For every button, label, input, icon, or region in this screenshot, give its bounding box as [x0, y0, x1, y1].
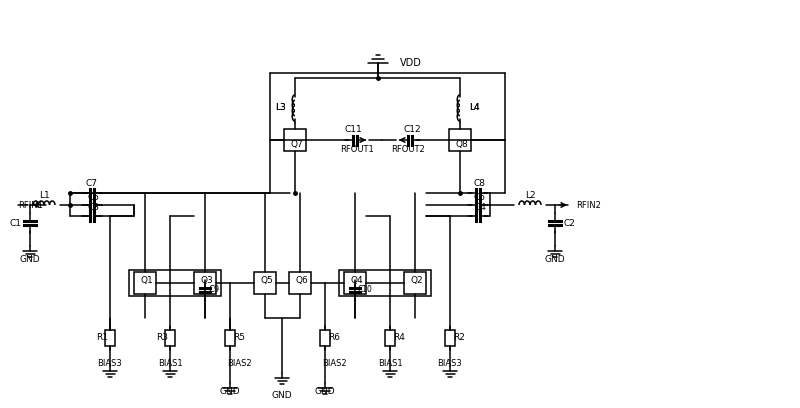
Text: RFIN2: RFIN2 — [576, 200, 601, 209]
Bar — [129, 270, 221, 296]
Bar — [344, 272, 366, 294]
Text: R4: R4 — [393, 333, 405, 342]
Text: R1: R1 — [96, 333, 108, 342]
Text: VDD: VDD — [400, 58, 422, 68]
Text: BIAS3: BIAS3 — [438, 359, 462, 368]
Bar — [284, 129, 306, 151]
Text: BIAS1: BIAS1 — [158, 359, 182, 368]
Text: L4: L4 — [469, 104, 479, 113]
Text: GND: GND — [545, 255, 566, 264]
Text: C8: C8 — [474, 180, 486, 188]
Text: RFIN1: RFIN1 — [18, 200, 43, 209]
Bar — [134, 272, 156, 294]
Text: C11: C11 — [344, 126, 362, 135]
Text: R3: R3 — [156, 333, 168, 342]
Text: Q2: Q2 — [410, 277, 423, 286]
Text: L4: L4 — [469, 104, 479, 113]
Bar — [339, 270, 431, 296]
Bar — [225, 330, 235, 346]
Text: Q7: Q7 — [290, 140, 303, 149]
Text: R6: R6 — [328, 333, 340, 342]
Text: Q4: Q4 — [350, 277, 363, 286]
Bar — [385, 330, 395, 346]
Text: C2: C2 — [563, 219, 575, 228]
Text: BIAS2: BIAS2 — [226, 359, 251, 368]
Text: BIAS1: BIAS1 — [378, 359, 402, 368]
Text: C6: C6 — [474, 193, 486, 202]
Text: C4: C4 — [474, 204, 486, 213]
Text: L3: L3 — [276, 104, 286, 113]
Text: L2: L2 — [525, 191, 535, 200]
Text: C3: C3 — [88, 204, 100, 213]
Text: Q3: Q3 — [201, 277, 214, 286]
Text: C9: C9 — [209, 286, 219, 295]
Text: Q1: Q1 — [141, 277, 154, 286]
Bar — [445, 330, 455, 346]
Text: C10: C10 — [358, 286, 373, 295]
Text: C12: C12 — [403, 126, 421, 135]
Bar — [404, 272, 426, 294]
Text: L3: L3 — [276, 104, 286, 113]
Text: RFOUT1: RFOUT1 — [340, 146, 374, 155]
Bar — [254, 272, 276, 294]
Text: C7: C7 — [86, 180, 98, 188]
Text: GND: GND — [314, 386, 335, 395]
Bar — [194, 272, 216, 294]
Text: Q8: Q8 — [456, 140, 468, 149]
Text: RFOUT2: RFOUT2 — [391, 146, 425, 155]
Text: GND: GND — [272, 390, 292, 399]
Text: BIAS2: BIAS2 — [322, 359, 346, 368]
Text: GND: GND — [220, 386, 240, 395]
Text: C1: C1 — [10, 219, 22, 228]
Text: Q6: Q6 — [296, 277, 308, 286]
Bar — [105, 330, 115, 346]
Bar — [449, 129, 471, 151]
Text: BIAS3: BIAS3 — [98, 359, 122, 368]
Text: L1: L1 — [38, 191, 50, 200]
Bar — [289, 272, 311, 294]
Text: R2: R2 — [453, 333, 465, 342]
Text: R5: R5 — [233, 333, 245, 342]
Text: Q5: Q5 — [261, 277, 274, 286]
Text: C5: C5 — [88, 193, 100, 202]
Text: GND: GND — [20, 255, 40, 264]
Bar — [320, 330, 330, 346]
Bar — [165, 330, 175, 346]
